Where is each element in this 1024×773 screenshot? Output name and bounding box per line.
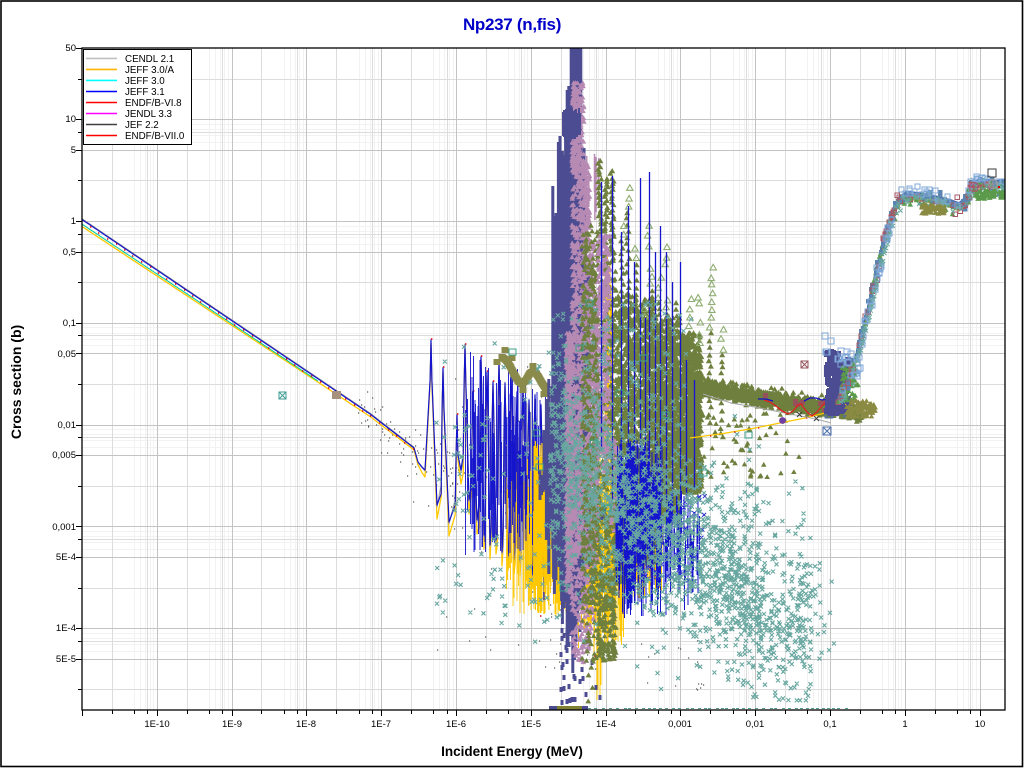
svg-text:JEFF 3.0/A: JEFF 3.0/A	[125, 65, 174, 76]
svg-text:ENDF/B-VII.0: ENDF/B-VII.0	[125, 131, 185, 142]
svg-text:5E-4: 5E-4	[56, 552, 76, 563]
svg-text:Incident Energy (MeV): Incident Energy (MeV)	[441, 744, 583, 759]
svg-text:1E-5: 1E-5	[521, 719, 541, 730]
svg-text:0,01: 0,01	[58, 420, 77, 431]
svg-text:0,05: 0,05	[58, 349, 77, 360]
svg-text:JEF 2.2: JEF 2.2	[125, 120, 159, 131]
svg-text:50: 50	[65, 43, 76, 54]
svg-text:0,1: 0,1	[823, 719, 836, 730]
svg-text:0,001: 0,001	[668, 719, 692, 730]
svg-text:1: 1	[902, 719, 907, 730]
svg-text:Cross section (b): Cross section (b)	[8, 325, 24, 439]
svg-text:10: 10	[975, 719, 986, 730]
svg-text:1E-6: 1E-6	[446, 719, 466, 730]
svg-text:CENDL 2.1: CENDL 2.1	[125, 54, 174, 65]
svg-text:1E-9: 1E-9	[222, 719, 242, 730]
svg-text:JENDL 3.3: JENDL 3.3	[125, 109, 173, 120]
svg-text:JEFF 3.0: JEFF 3.0	[125, 76, 165, 87]
svg-text:1E-7: 1E-7	[371, 719, 391, 730]
svg-text:1E-4: 1E-4	[56, 623, 76, 634]
svg-text:ENDF/B-VI.8: ENDF/B-VI.8	[125, 98, 182, 109]
svg-text:1E-4: 1E-4	[596, 719, 616, 730]
svg-text:1E-8: 1E-8	[296, 719, 316, 730]
svg-text:0,001: 0,001	[52, 522, 76, 533]
svg-text:10: 10	[65, 114, 76, 125]
svg-text:0,1: 0,1	[63, 318, 76, 329]
svg-text:1E-10: 1E-10	[144, 719, 169, 730]
svg-text:0,005: 0,005	[52, 450, 76, 461]
svg-text:5E-5: 5E-5	[56, 654, 76, 665]
svg-text:0,01: 0,01	[746, 719, 765, 730]
svg-text:Np237 (n,fis): Np237 (n,fis)	[463, 15, 561, 34]
svg-text:5: 5	[71, 145, 76, 156]
svg-text:JEFF 3.1: JEFF 3.1	[125, 87, 165, 98]
svg-text:1: 1	[71, 216, 76, 227]
svg-text:0,5: 0,5	[63, 247, 76, 258]
